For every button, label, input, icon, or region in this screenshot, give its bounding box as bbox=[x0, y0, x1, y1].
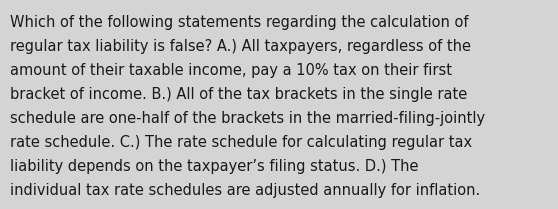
Text: amount of their taxable income, pay a 10% tax on their first: amount of their taxable income, pay a 10… bbox=[10, 63, 452, 78]
Text: liability depends on the taxpayer’s filing status. D.) The: liability depends on the taxpayer’s fili… bbox=[10, 159, 418, 174]
Text: rate schedule. C.) The rate schedule for calculating regular tax: rate schedule. C.) The rate schedule for… bbox=[10, 135, 472, 150]
Text: schedule are one-half of the brackets in the married-filing-jointly: schedule are one-half of the brackets in… bbox=[10, 111, 485, 126]
Text: regular tax liability is false? A.) All taxpayers, regardless of the: regular tax liability is false? A.) All … bbox=[10, 39, 471, 54]
Text: individual tax rate schedules are adjusted annually for inflation.: individual tax rate schedules are adjust… bbox=[10, 183, 480, 198]
Text: bracket of income. B.) All of the tax brackets in the single rate: bracket of income. B.) All of the tax br… bbox=[10, 87, 467, 102]
Text: Which of the following statements regarding the calculation of: Which of the following statements regard… bbox=[10, 15, 469, 30]
